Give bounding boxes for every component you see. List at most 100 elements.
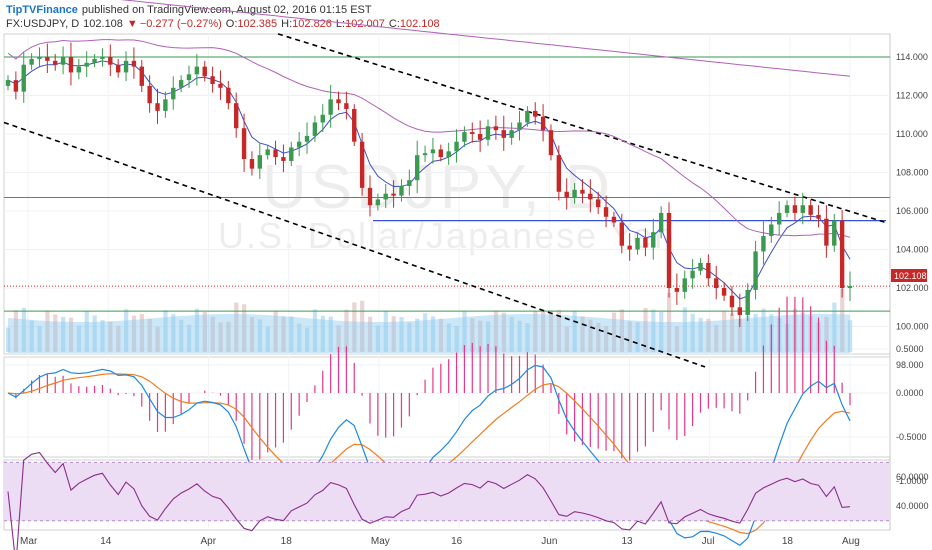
volume-bar <box>651 309 656 352</box>
volume-bar <box>171 314 176 352</box>
time-tick-label: Apr <box>200 536 216 547</box>
candle-up <box>690 270 695 279</box>
candle-down <box>53 60 58 65</box>
time-tick-label: 18 <box>782 536 794 547</box>
volume-bar <box>722 310 727 352</box>
change-value: −0.277 (−0.27%) <box>140 18 222 30</box>
candle-down <box>706 262 711 279</box>
candle-up <box>5 80 11 86</box>
volume-bar <box>525 323 530 352</box>
candle-up <box>651 232 656 248</box>
volume-bar <box>273 310 278 352</box>
candle-up <box>60 57 66 65</box>
volume-bar <box>360 300 365 352</box>
candle-up <box>178 80 184 88</box>
volume-bar <box>548 310 554 352</box>
candle-up <box>517 122 522 131</box>
volume-bar <box>100 320 105 352</box>
time-tick-label: Mar <box>20 536 38 547</box>
volume-bar <box>501 312 506 352</box>
candle-down <box>281 157 286 161</box>
volume-bar <box>446 323 451 352</box>
volume-bar <box>438 318 444 352</box>
candle-down <box>108 57 113 65</box>
volume-bar <box>556 309 562 352</box>
volume-bar <box>84 311 89 352</box>
candle-down <box>533 110 538 117</box>
candle-up <box>682 278 687 292</box>
candle-up <box>328 99 333 115</box>
price-tick-label: 110.000 <box>896 129 928 139</box>
brand-name[interactable]: TipTVFinance <box>6 4 78 16</box>
volume-bar <box>29 320 34 352</box>
candle-up <box>658 212 664 233</box>
candle-down <box>202 66 207 77</box>
candle-down <box>603 207 609 217</box>
volume-bar <box>493 310 499 352</box>
candle-up <box>745 289 750 315</box>
candle-down <box>816 214 821 219</box>
trend-lines[interactable] <box>3 33 887 368</box>
volume-bar <box>643 308 648 352</box>
volume-bar <box>305 327 310 352</box>
candle-down <box>147 85 152 104</box>
candle-down <box>493 126 499 131</box>
volume-bar <box>509 316 514 352</box>
candle-down <box>131 60 137 67</box>
candle-up <box>698 262 703 271</box>
volume-bar <box>155 326 160 352</box>
horizontal-lines[interactable] <box>4 56 890 312</box>
price-tick-label: 98.000 <box>896 360 924 370</box>
header-line-1: TipTVFinance published on TradingView.com… <box>6 4 372 16</box>
candle-down <box>391 193 396 196</box>
volume-bar <box>454 326 459 352</box>
macd-pane[interactable] <box>3 356 891 458</box>
rsi-tick-label: 40.0000 <box>896 501 929 511</box>
candle-up <box>769 224 774 237</box>
candle-down <box>155 103 160 111</box>
rsi-indicator <box>4 451 890 550</box>
volume-bar <box>53 314 58 352</box>
candle-up <box>100 57 105 59</box>
candle-up <box>123 60 129 73</box>
time-tick-label: 16 <box>451 536 463 547</box>
last-price-tag-label: 102.108 <box>894 271 927 281</box>
time-tick-label: 14 <box>100 536 112 547</box>
volume-bar <box>564 326 569 352</box>
volume-bar <box>619 309 624 352</box>
volume-bar <box>832 302 837 352</box>
candle-up <box>784 205 790 213</box>
header-line-2: FX:USDJPY, D 102.108 ▼ −0.277 (−0.27%) O:102… <box>6 18 440 30</box>
volume-bar <box>541 311 546 352</box>
candle-up <box>761 236 766 252</box>
volume-bar <box>604 326 609 352</box>
volume-bar <box>265 326 270 352</box>
candle-down <box>218 83 223 88</box>
candle-down <box>839 220 845 288</box>
candle-down <box>359 141 365 188</box>
change-down-icon: ▼ <box>127 18 138 30</box>
candle-down <box>470 132 475 134</box>
price-axis[interactable]: 114.000 112.000 110.000 108.000 106.000 104.0… <box>896 52 929 511</box>
candle-down <box>210 76 215 84</box>
volume-bar <box>470 318 475 352</box>
volume-bar <box>753 314 758 352</box>
candle-down <box>115 64 121 73</box>
volume-bar <box>517 320 522 352</box>
volume-average-area <box>8 314 850 353</box>
volume-bar <box>588 319 593 352</box>
volume-bar <box>131 315 137 352</box>
volume-bar <box>257 319 263 352</box>
channel-upper-line <box>277 33 887 224</box>
volume-bar <box>249 317 255 352</box>
volume-bar <box>635 322 640 352</box>
candle-up <box>304 135 310 142</box>
candle-down <box>619 222 624 246</box>
macd-tick-label: 0.0000 <box>896 388 924 398</box>
candle-up <box>422 153 428 156</box>
volume-bar <box>92 315 97 352</box>
time-axis[interactable]: Mar 14 Apr 18 May 16 Jun 13 Jul 18 Aug <box>20 536 860 547</box>
candle-up <box>414 155 420 181</box>
candle-up <box>296 141 302 148</box>
candle-down <box>344 103 349 109</box>
